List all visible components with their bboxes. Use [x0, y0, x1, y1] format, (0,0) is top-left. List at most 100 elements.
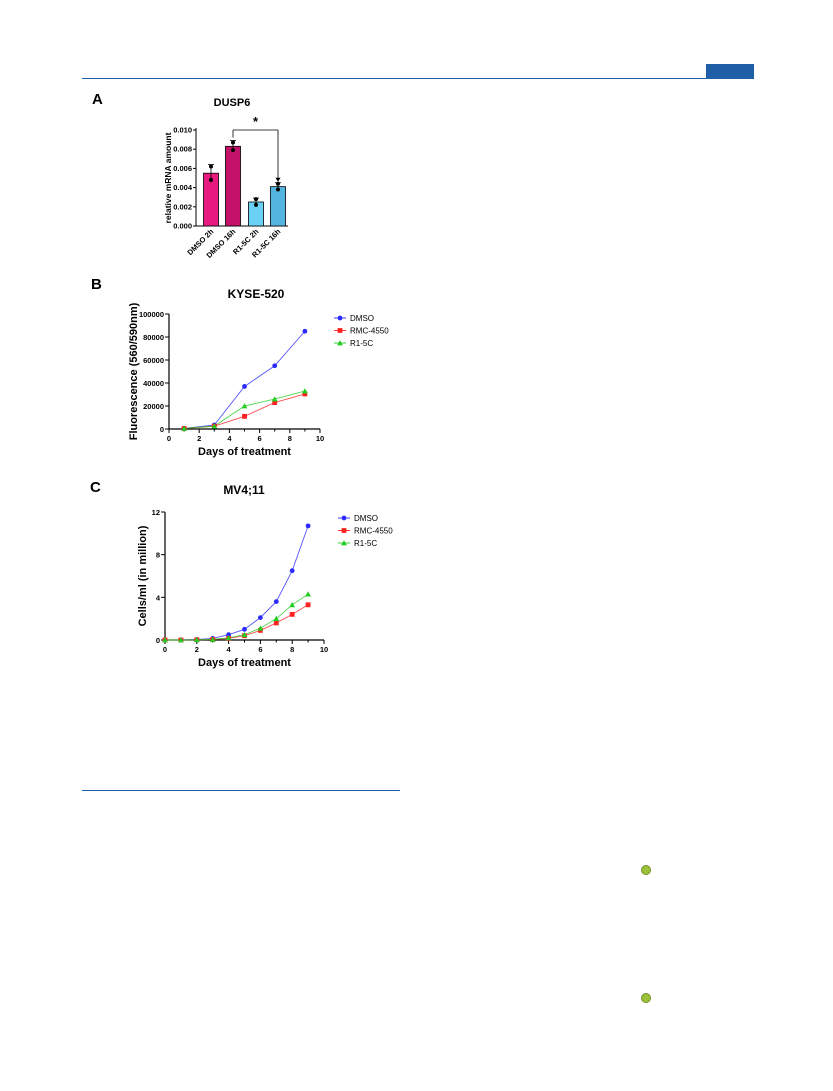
- data-point: [209, 164, 213, 169]
- data-point: [231, 148, 235, 153]
- legend-marker: [341, 515, 347, 521]
- data-point: [273, 615, 280, 622]
- chart-title: MV4;11: [223, 483, 265, 497]
- x-tick-label: 8: [288, 434, 292, 443]
- green-circle-icon[interactable]: [641, 993, 651, 1003]
- data-point: [211, 423, 218, 429]
- y-tick-label: 0.006: [173, 164, 192, 173]
- y-tick-label: 0: [160, 425, 164, 434]
- panel-label: B: [91, 276, 102, 293]
- x-axis-label: Days of treatment: [198, 446, 291, 458]
- y-axis-label: relative mRNA amount: [163, 132, 173, 223]
- data-point: [178, 637, 184, 643]
- significance-arrow: [275, 177, 281, 182]
- data-point: [257, 625, 264, 631]
- data-point: [241, 403, 248, 409]
- x-tick-label: 10: [320, 645, 328, 654]
- x-tick-label: 4: [227, 434, 232, 443]
- series-line: [184, 330, 306, 429]
- y-tick-label: 0: [156, 636, 160, 645]
- data-point: [162, 637, 168, 643]
- data-point: [242, 413, 247, 419]
- x-tick-label: 2: [195, 645, 199, 654]
- x-tick-label: 10: [316, 434, 324, 443]
- data-point: [181, 425, 187, 431]
- header-rule: [82, 78, 754, 79]
- y-tick-label: 80000: [143, 333, 164, 342]
- data-point: [305, 602, 311, 608]
- series-line: [165, 525, 309, 641]
- data-point: [209, 177, 213, 182]
- data-point: [302, 328, 308, 334]
- legend-marker: [341, 528, 347, 533]
- y-tick-label: 4: [156, 593, 161, 602]
- data-point: [209, 636, 216, 642]
- x-tick-label: 6: [258, 434, 262, 443]
- y-tick-label: 12: [152, 508, 160, 517]
- chart-title: KYSE-520: [228, 287, 285, 301]
- data-point: [302, 391, 308, 397]
- legend-label: DMSO: [350, 314, 374, 323]
- data-point: [226, 632, 232, 638]
- legend-marker: [341, 540, 347, 546]
- y-tick-label: 100000: [139, 310, 164, 319]
- legend-marker: [337, 340, 343, 346]
- x-tick-label: 0: [167, 434, 171, 443]
- x-tick-label: 6: [258, 645, 262, 654]
- data-point: [254, 202, 258, 207]
- x-tick-label: 0: [163, 645, 167, 654]
- y-axis-label: Fluorescence (560/590nm): [128, 302, 140, 440]
- data-point: [258, 615, 263, 620]
- legend-marker: [337, 328, 343, 333]
- data-point: [289, 601, 296, 608]
- data-point: [254, 197, 258, 202]
- data-point: [305, 591, 311, 597]
- data-point: [273, 620, 279, 626]
- green-circle-icon[interactable]: [641, 865, 651, 875]
- panel-label: A: [92, 91, 103, 108]
- y-tick-label: 0.002: [173, 202, 192, 211]
- data-point: [225, 634, 232, 641]
- y-tick-label: 0.004: [173, 183, 193, 192]
- y-axis-label: Cells/ml (in million): [137, 525, 149, 626]
- y-tick-label: 20000: [143, 402, 164, 411]
- data-point: [272, 363, 278, 369]
- data-point: [289, 568, 295, 574]
- series-line: [184, 390, 306, 429]
- data-point: [272, 400, 278, 405]
- data-point: [276, 181, 280, 186]
- legend-label: RMC-4550: [350, 327, 389, 336]
- significance-star: *: [253, 114, 259, 129]
- data-point: [231, 140, 235, 145]
- series-line: [184, 393, 306, 429]
- legend-label: RMC-4550: [354, 527, 393, 536]
- y-tick-label: 0.008: [173, 145, 192, 154]
- data-point: [271, 396, 278, 402]
- data-point: [305, 523, 311, 529]
- data-point: [193, 636, 200, 643]
- data-point: [242, 384, 247, 389]
- y-tick-label: 60000: [143, 356, 164, 365]
- bar: [270, 186, 286, 227]
- legend-label: DMSO: [354, 514, 378, 523]
- footnote-rule: [82, 790, 400, 791]
- data-point: [289, 612, 295, 617]
- panel-label: C: [90, 479, 101, 496]
- data-point: [242, 626, 247, 632]
- series-line: [165, 593, 309, 641]
- data-point: [276, 187, 280, 192]
- x-axis-label: Days of treatment: [198, 657, 291, 669]
- y-tick-label: 0.010: [173, 126, 192, 135]
- header-tab: [706, 64, 754, 78]
- data-point: [302, 388, 308, 394]
- legend-label: R1-5C: [354, 539, 377, 548]
- x-tick-label: 2: [197, 434, 201, 443]
- legend-label: R1-5C: [350, 339, 373, 348]
- legend-marker: [337, 315, 343, 321]
- y-tick-label: 8: [156, 551, 160, 560]
- bar: [225, 145, 241, 227]
- x-tick-label: 4: [227, 645, 232, 654]
- data-point: [273, 599, 279, 604]
- data-point: [241, 631, 248, 638]
